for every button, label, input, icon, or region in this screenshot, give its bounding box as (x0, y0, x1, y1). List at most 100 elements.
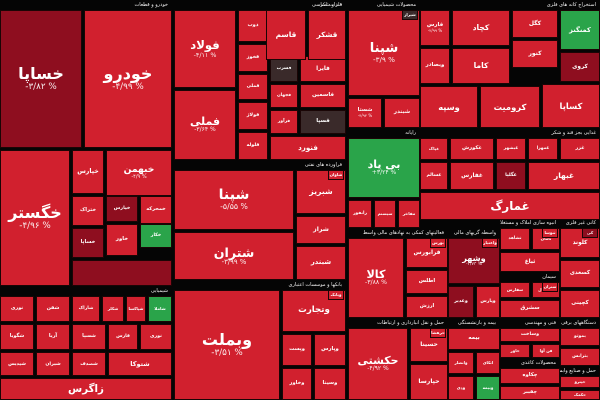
treemap-tile[interactable]: غگلپا (496, 162, 526, 190)
treemap-tile[interactable]: سفارس (500, 282, 530, 298)
treemap-tile[interactable]: بورس (430, 238, 446, 248)
treemap-tile[interactable]: وشهر -۳/۷۳ % (448, 238, 500, 284)
treemap-tile[interactable]: وپارس (314, 334, 346, 366)
treemap-tile[interactable]: بترانس (560, 348, 600, 366)
treemap-tile[interactable]: کسعدی (560, 260, 600, 288)
treemap-tile[interactable]: شاراک (72, 296, 100, 322)
treemap-tile[interactable]: ودی (448, 376, 474, 400)
treemap-tile[interactable]: شپنا -۳/۹ % (348, 10, 420, 96)
treemap-tile[interactable]: ذوب (238, 10, 268, 42)
treemap-tile[interactable]: ستران (542, 282, 558, 292)
treemap-tile[interactable]: ثباغ (500, 252, 560, 272)
treemap-tile[interactable]: قشکر (308, 10, 346, 60)
treemap-tile[interactable]: چکاوه (500, 368, 560, 384)
treemap-tile[interactable]: شصدف (72, 352, 106, 376)
treemap-tile[interactable]: قاسم (266, 10, 306, 60)
treemap-tile[interactable]: نوری (0, 296, 34, 322)
treemap-tile[interactable]: غمارگ (420, 192, 600, 220)
treemap-tile[interactable]: آریا (36, 324, 70, 350)
treemap-tile[interactable]: کچینی (560, 290, 600, 318)
treemap-tile[interactable]: خمحرکه (140, 196, 172, 224)
treemap-tile[interactable]: وسپه (420, 86, 478, 128)
treemap-tile[interactable]: شبندر (384, 98, 420, 128)
treemap-tile[interactable]: چفیبر (500, 386, 560, 400)
treemap-tile[interactable]: فسپا (300, 110, 346, 134)
treemap-tile[interactable]: غزر (560, 138, 600, 160)
treemap-tile[interactable]: فارس -۲/۹۹ % (420, 10, 450, 46)
treemap-tile[interactable]: غکورش (450, 138, 494, 160)
treemap-tile[interactable]: واعتبار (482, 238, 498, 248)
treemap-tile[interactable]: شپنا -۵/۵۵ % (174, 170, 294, 230)
treemap-tile[interactable]: خاور (500, 344, 530, 358)
treemap-tile[interactable]: فولاد -۴/۱۱ % (174, 10, 236, 88)
treemap-tile[interactable]: فملی -۳/۶۴ % (174, 90, 236, 160)
treemap-tile[interactable]: شتران -۳/۹۹ % (174, 232, 294, 280)
treemap-tile[interactable]: خودرو -۴/۹۹ % (84, 10, 172, 148)
treemap-tile[interactable]: شراز (296, 216, 346, 244)
treemap-tile[interactable]: اتکای (476, 352, 500, 374)
treemap-tile[interactable]: خبهمن -۴/۹ % (106, 150, 172, 196)
treemap-tile[interactable]: وساخت (500, 328, 560, 342)
treemap-tile[interactable]: نوری (140, 324, 172, 350)
treemap-tile[interactable]: غبشهر (496, 138, 526, 160)
treemap-tile[interactable]: شستا -۴/۹۴ % (348, 98, 382, 128)
treemap-tile[interactable]: بیمه (448, 328, 500, 350)
treemap-tile[interactable]: کساپا (542, 84, 600, 128)
treemap-tile[interactable]: خاور (106, 224, 138, 256)
treemap-tile[interactable]: خکار (140, 224, 172, 248)
treemap-tile[interactable]: کچاد (452, 10, 510, 46)
treemap-tile[interactable]: کنور (512, 40, 558, 68)
treemap-tile[interactable]: فخوز (238, 44, 268, 72)
treemap-tile[interactable]: مفاخر (398, 200, 420, 228)
treemap-tile[interactable]: شفن (36, 296, 70, 322)
treemap-tile[interactable]: حکشتی -۴/۹۲ % (348, 328, 408, 400)
treemap-tile[interactable]: وغدیر (448, 286, 474, 318)
treemap-tile[interactable]: اطلس (406, 270, 448, 294)
treemap-tile[interactable]: شاوان (328, 170, 344, 180)
treemap-tile[interactable]: شاملا (148, 296, 172, 322)
treemap-tile[interactable]: فاسمین (300, 84, 346, 108)
treemap-tile[interactable]: شبندر (296, 246, 346, 280)
treemap-tile[interactable]: فسرب (270, 56, 298, 82)
treemap-tile[interactable]: کروی (560, 52, 600, 82)
treemap-tile[interactable]: بی پاد +۴/۲۴ % (348, 138, 420, 198)
treemap-tile[interactable]: کی (582, 228, 598, 238)
treemap-tile[interactable]: کرومیت (480, 86, 540, 128)
treemap-tile[interactable]: وپارس (476, 286, 500, 318)
treemap-tile[interactable]: حپارسا (410, 364, 448, 400)
treemap-tile[interactable]: کاما (452, 48, 510, 84)
treemap-tile[interactable]: وبملت -۳/۵۱ % (174, 290, 280, 400)
treemap-tile[interactable]: وپست (282, 334, 312, 366)
treemap-tile[interactable]: خساپا -۳/۸۲ % (0, 10, 82, 148)
treemap-tile[interactable]: خساپا (72, 228, 104, 258)
treemap-tile[interactable]: سیستم (374, 200, 396, 228)
treemap-tile[interactable]: وخاور (282, 368, 312, 400)
treemap-tile[interactable]: وسینا (314, 368, 346, 400)
treemap-tile[interactable]: فجهان (270, 84, 298, 108)
treemap-tile[interactable]: کالا -۳/۸۸ % (348, 238, 404, 318)
treemap-tile[interactable]: شیران (36, 352, 70, 376)
treemap-tile[interactable]: ارزش (406, 296, 448, 318)
treemap-tile[interactable]: خپارس (72, 150, 104, 194)
treemap-tile[interactable]: وبصادر (420, 48, 450, 84)
treemap-tile[interactable]: ختراک (72, 196, 104, 226)
treemap-tile[interactable]: شپاکسا (126, 296, 146, 322)
treemap-tile[interactable]: غبهار (528, 162, 600, 190)
treemap-tile[interactable]: حکمک (560, 390, 600, 400)
treemap-tile[interactable]: فلوله (238, 132, 268, 160)
treemap-tile[interactable]: وبانک (328, 290, 344, 300)
treemap-tile[interactable]: فنورد (270, 136, 346, 160)
treemap-tile[interactable]: شسپا (72, 324, 106, 350)
treemap-tile[interactable]: بموتو (560, 328, 600, 346)
treemap-tile[interactable]: غفارس (450, 162, 494, 190)
treemap-tile[interactable]: رانفور (348, 200, 372, 228)
treemap-tile[interactable]: زاگرس (0, 378, 172, 400)
treemap-tile[interactable]: غسالم (420, 162, 448, 190)
treemap-tile[interactable]: غمهرا (528, 138, 558, 160)
treemap-tile[interactable]: فولاژ (238, 102, 268, 130)
treemap-tile[interactable]: غپاک (420, 138, 448, 160)
treemap-tile[interactable]: ثنوسا (542, 228, 558, 238)
treemap-tile[interactable]: وبیمه (476, 376, 500, 400)
treemap-tile[interactable]: سشرق (500, 300, 560, 318)
treemap-tile[interactable]: ثشاهد (500, 228, 530, 250)
